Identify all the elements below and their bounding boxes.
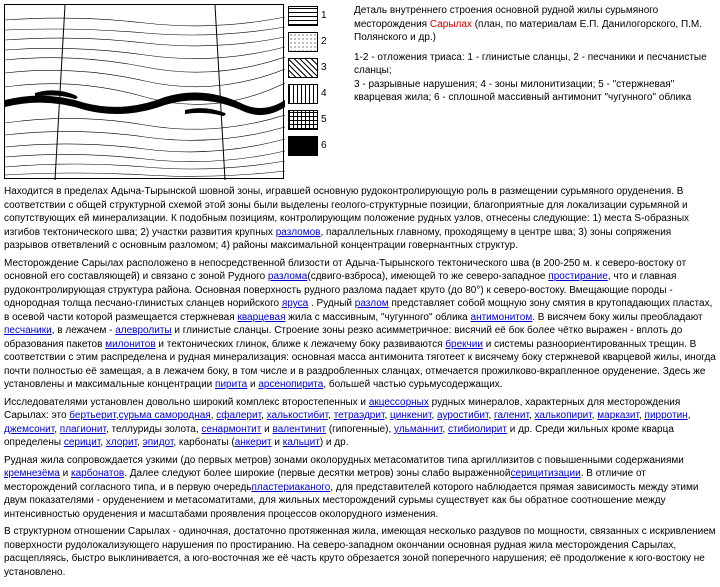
- link-epidot[interactable]: эпидот: [143, 437, 174, 448]
- link-pirita[interactable]: пирита: [215, 379, 247, 390]
- link-markazit[interactable]: марказит: [597, 410, 639, 421]
- legend-description: 1-2 - отложения триаса: 1 - глинистые сл…: [354, 51, 716, 105]
- link-pirrotin[interactable]: пирротин: [645, 410, 688, 421]
- link-aktsessornykh[interactable]: акцессорных: [369, 397, 429, 408]
- text: и тектонических глинок, ближе к лежачему…: [156, 339, 446, 350]
- link-yarusa[interactable]: яруса: [282, 298, 308, 309]
- link-razlomov[interactable]: разломов: [276, 227, 321, 238]
- paragraph-1: Находится в пределах Адыча-Тырынской шов…: [4, 185, 716, 253]
- text: , в лежачем -: [52, 325, 116, 336]
- text: (гипогенные),: [326, 424, 394, 435]
- link-valentinit[interactable]: валентинит: [273, 424, 327, 435]
- legend-number: 4: [321, 87, 327, 101]
- link-razloma[interactable]: разлома: [268, 271, 307, 282]
- link-prostiranie[interactable]: простирание: [548, 271, 608, 282]
- legend-swatch-5: [288, 110, 318, 130]
- link-surma[interactable]: сурьма самородная: [119, 410, 211, 421]
- text: и: [261, 424, 272, 435]
- link-khalkopirit[interactable]: халькопирит: [535, 410, 592, 421]
- text: и: [247, 379, 258, 390]
- link-alevrolity[interactable]: алевролиты: [115, 325, 171, 336]
- legend-number: 3: [321, 61, 327, 75]
- legend-swatch-4: [288, 84, 318, 104]
- link-khlorit[interactable]: хлорит: [106, 437, 137, 448]
- text: , теллуриды золота,: [106, 424, 201, 435]
- legend-item-4: 4: [288, 82, 348, 106]
- main-text: Находится в пределах Адыча-Тырынской шов…: [4, 185, 716, 579]
- figure-caption: Деталь внутреннего строения основной руд…: [354, 4, 716, 45]
- text: Рудная жила сопровождается узкими (до пе…: [4, 455, 684, 466]
- text: , большей частью сурьмусодержащих.: [323, 379, 502, 390]
- paragraph-5: В структурном отношении Сарылах - одиноч…: [4, 525, 716, 579]
- link-khalkostibit[interactable]: халькостибит: [267, 410, 329, 421]
- text: (сдвиго-взброса), имеющей то же северо-з…: [307, 271, 548, 282]
- legend-swatch-3: [288, 58, 318, 78]
- legend-item-6: 6: [288, 134, 348, 158]
- legend-number: 5: [321, 113, 327, 127]
- link-arsenopirita[interactable]: арсенопирита: [258, 379, 323, 390]
- text: . В висячем боку жилы преобладают: [532, 312, 702, 323]
- paragraph-4: Рудная жила сопровождается узкими (до пе…: [4, 454, 716, 522]
- link-antimonitom[interactable]: антимонитом: [471, 312, 533, 323]
- link-ulmannit[interactable]: ульманнит: [394, 424, 442, 435]
- link-razlom[interactable]: разлом: [355, 298, 389, 309]
- geological-cross-section-diagram: [4, 4, 284, 179]
- legend-item-3: 3: [288, 56, 348, 80]
- link-plasteriakanogo[interactable]: пластериаканого: [252, 482, 331, 493]
- legend-swatch-1: [288, 6, 318, 26]
- link-aurostibit[interactable]: ауростибит: [437, 410, 488, 421]
- link-peschaniki[interactable]: песчаники: [4, 325, 52, 336]
- link-kvartsevaya[interactable]: кварцевая: [237, 312, 285, 323]
- text: . Рудный: [308, 298, 355, 309]
- legend-swatch-2: [288, 32, 318, 52]
- link-tsinkenit[interactable]: цинкенит: [390, 410, 431, 421]
- legend-column: 1 2 3 4 5 6: [288, 4, 348, 179]
- text: , карбонаты (: [173, 437, 234, 448]
- link-kaltsit[interactable]: кальцит: [283, 437, 320, 448]
- legend-item-1: 1: [288, 4, 348, 28]
- top-section: 1 2 3 4 5 6 Дета: [4, 4, 716, 179]
- text: ) и др.: [320, 437, 349, 448]
- link-ankerit[interactable]: анкерит: [235, 437, 272, 448]
- text: Исследователями установлен довольно широ…: [4, 397, 369, 408]
- link-dzhemsonit[interactable]: джемсонит: [4, 424, 54, 435]
- legend-item-5: 5: [288, 108, 348, 132]
- link-karbonatov[interactable]: карбонатов: [71, 468, 124, 479]
- legend-item-2: 2: [288, 30, 348, 54]
- caption-area: Деталь внутреннего строения основной руд…: [354, 4, 716, 179]
- text: и: [60, 468, 71, 479]
- caption-highlight: Сарылах: [430, 19, 472, 30]
- link-bertierit[interactable]: бертьерит: [69, 410, 116, 421]
- link-brekchii[interactable]: брекчии: [445, 339, 483, 350]
- link-galenit[interactable]: галенит: [494, 410, 529, 421]
- paragraph-3: Исследователями установлен довольно широ…: [4, 396, 716, 450]
- link-milonitov[interactable]: милонитов: [105, 339, 155, 350]
- text: . Далее следуют более широкие (первые де…: [124, 468, 510, 479]
- link-tetraedrit[interactable]: тетраэдрит: [334, 410, 385, 421]
- link-seritsitizatsii[interactable]: серицитизации: [510, 468, 580, 479]
- legend-number: 2: [321, 35, 327, 49]
- link-sfalerit[interactable]: сфалерит: [216, 410, 261, 421]
- link-seritsit[interactable]: серицит: [64, 437, 101, 448]
- diagram-svg: [5, 5, 285, 180]
- link-plagionit[interactable]: плагионит: [60, 424, 106, 435]
- legend-number: 1: [321, 9, 327, 23]
- link-kremnezema[interactable]: кремнезёма: [4, 468, 60, 479]
- text: жила с массивным, "чугунного" облика: [286, 312, 471, 323]
- legend-swatch-6: [288, 136, 318, 156]
- link-senarmontit[interactable]: сенармонтит: [201, 424, 261, 435]
- link-stibiolirit[interactable]: стибиолирит: [448, 424, 507, 435]
- diagram-area: 1 2 3 4 5 6: [4, 4, 348, 179]
- text: и: [272, 437, 283, 448]
- legend-number: 6: [321, 139, 327, 153]
- paragraph-2: Месторождение Сарылах расположено в непо…: [4, 257, 716, 392]
